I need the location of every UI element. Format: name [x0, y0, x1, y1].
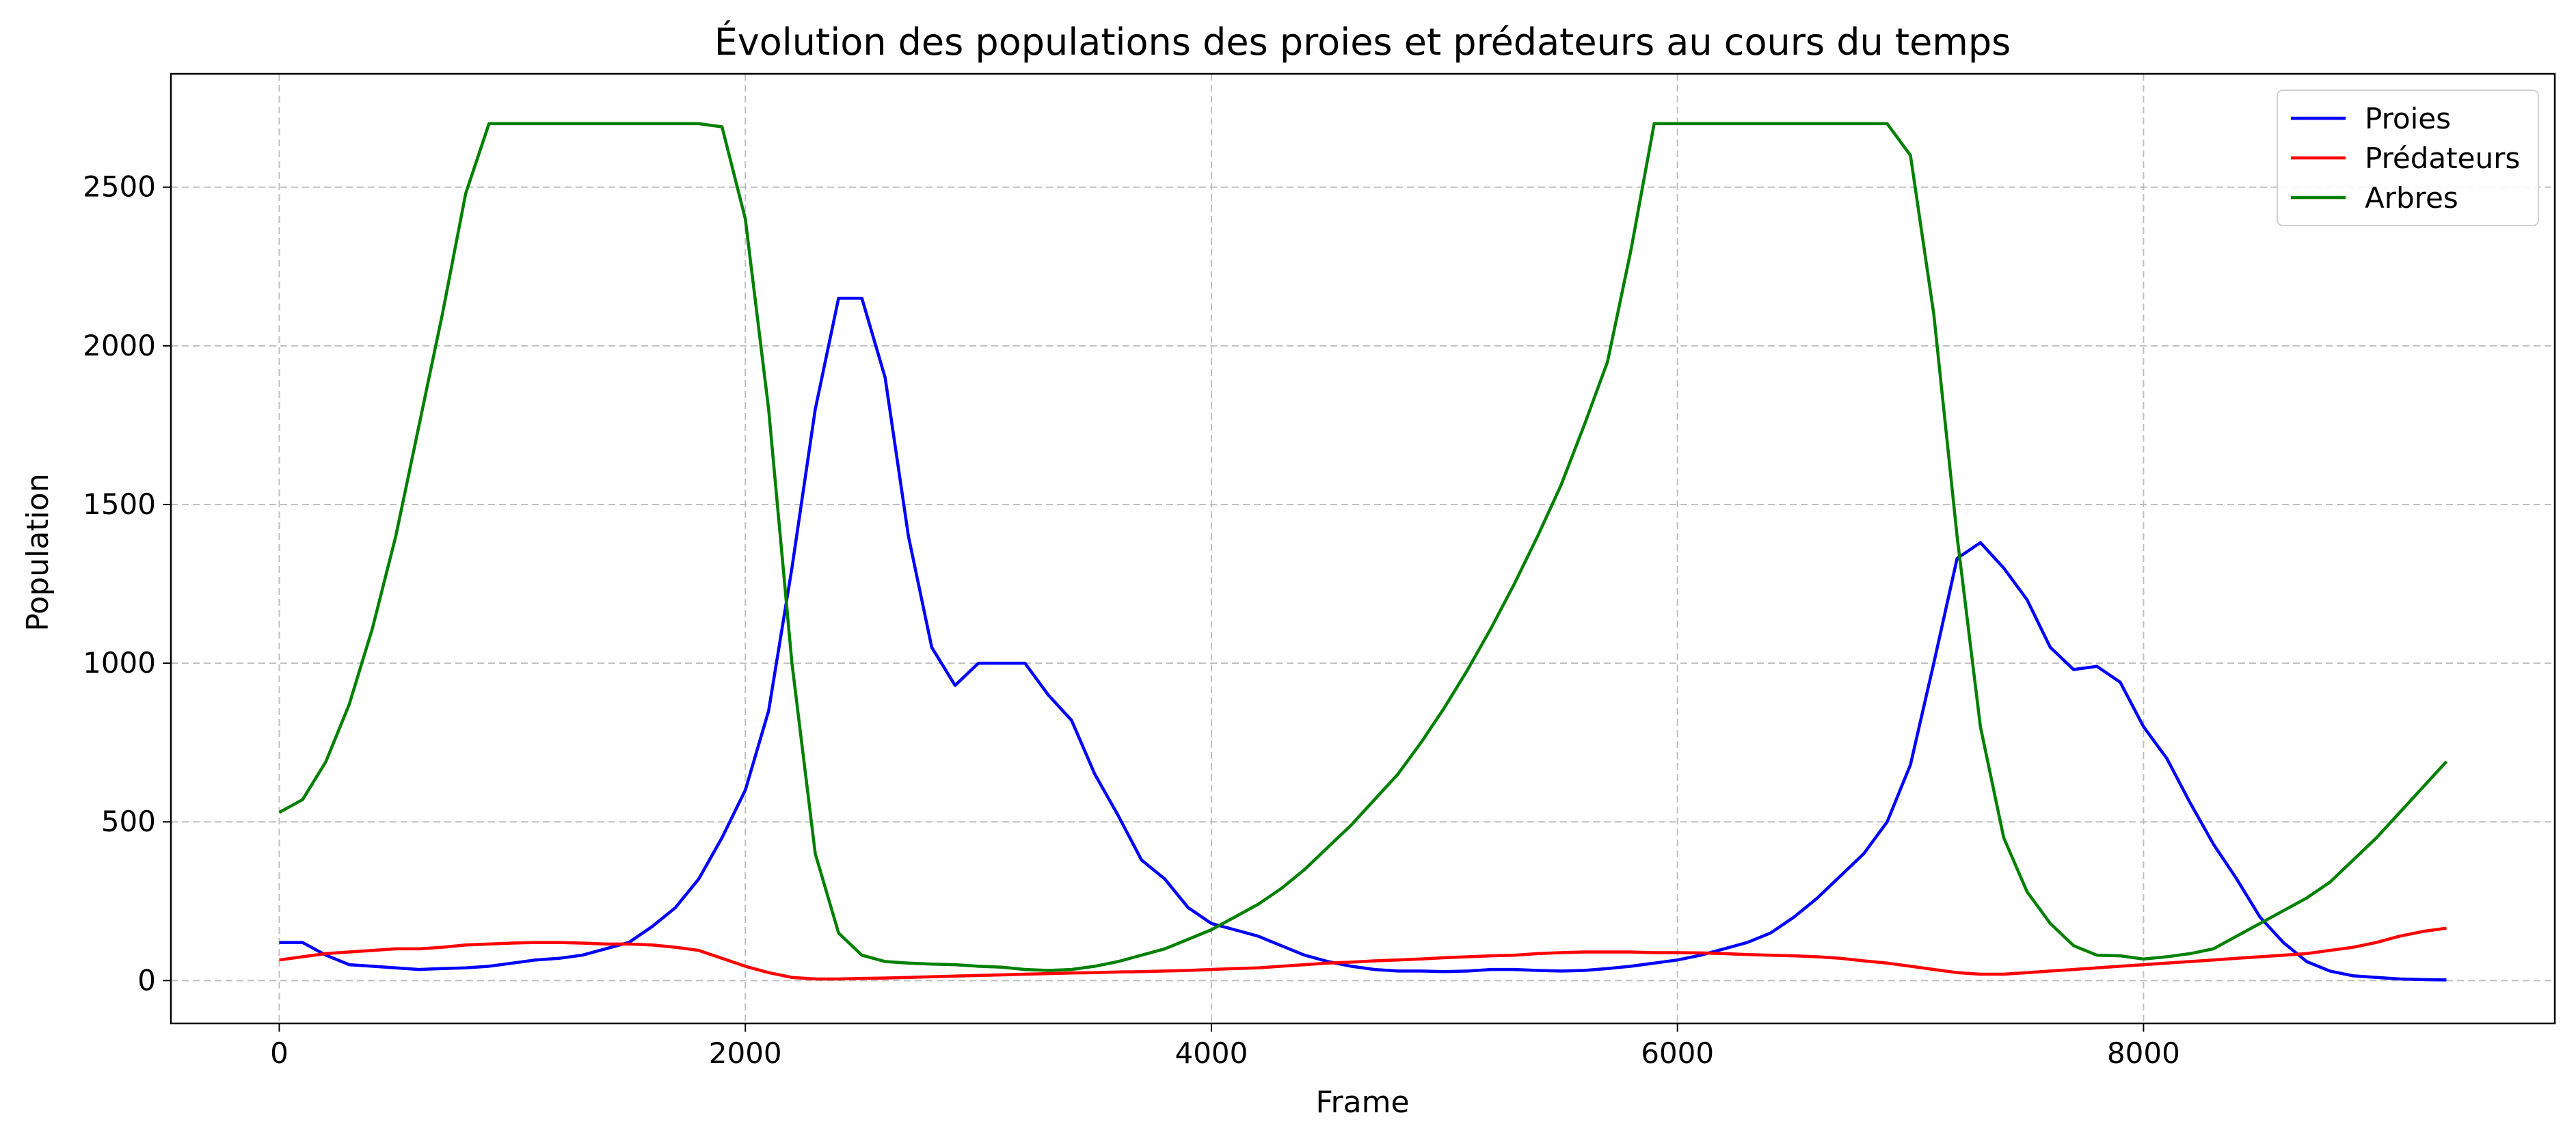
series-line — [278, 122, 2448, 972]
series-line — [279, 296, 2447, 982]
y-tick-label: 1500 — [83, 487, 156, 521]
y-axis-label: Population — [21, 473, 55, 631]
plot-frame — [170, 72, 2556, 1025]
legend-label: Arbres — [2365, 181, 2458, 215]
legend-box — [2277, 90, 2539, 226]
legend-label: Proies — [2365, 102, 2451, 135]
legend: Proies Prédateurs Arbres — [2277, 90, 2539, 226]
y-tick-label: 500 — [101, 805, 156, 838]
series-line — [279, 926, 2447, 981]
x-tick-label: 0 — [270, 1036, 289, 1070]
x-tick-label: 8000 — [2107, 1036, 2180, 1070]
x-tick-label: 2000 — [709, 1036, 782, 1070]
y-tick-label: 0 — [137, 963, 156, 997]
legend-label: Prédateurs — [2365, 142, 2520, 175]
y-tick-label: 2500 — [83, 170, 156, 204]
chart-title: Évolution des populations des proies et … — [714, 21, 2011, 64]
y-tick-label: 1000 — [83, 646, 156, 680]
x-tick-label: 6000 — [1641, 1036, 1714, 1070]
x-axis-label: Frame — [1315, 1085, 1409, 1120]
x-tick-label: 4000 — [1175, 1036, 1248, 1070]
y-tick-label: 2000 — [83, 329, 156, 362]
